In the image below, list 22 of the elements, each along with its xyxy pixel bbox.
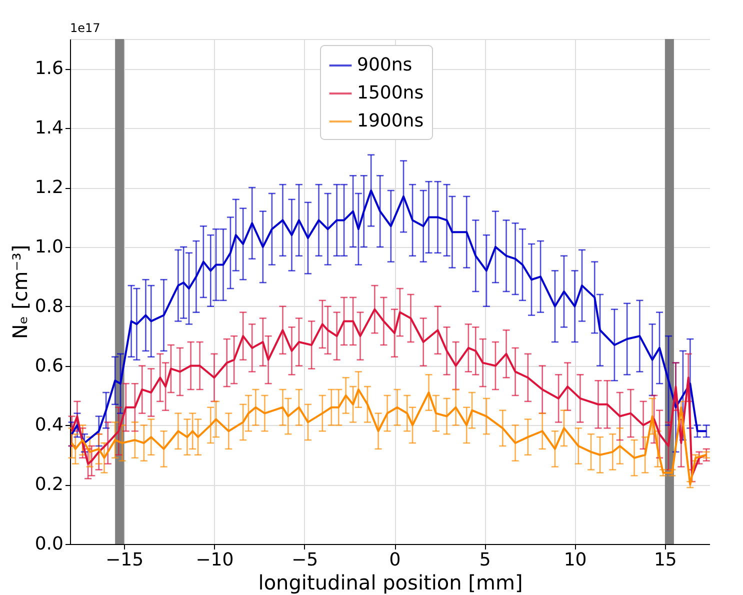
y-axis-title: Nₑ [cm⁻³] [8,244,32,340]
y-tick-label: 1.0 [34,236,64,258]
legend-label: 1500ns [357,82,424,104]
x-tick-label: 0 [389,550,401,570]
y-tick-label: 0.6 [34,355,64,376]
x-tick-label: −10 [196,550,234,570]
x-axis-title: longitudinal position [mm] [258,570,523,594]
y-tick-label: 0.8 [34,296,64,317]
y-tick-label: 1.6 [34,58,64,80]
x-tick-label: −15 [106,550,144,570]
text: 1e17 [70,21,100,35]
x-tick-label: 10 [564,550,587,570]
y-tick-label: 1.2 [34,177,64,198]
legend-label: 900ns [357,54,412,76]
y-tick-label: 0.2 [34,474,64,496]
legend-label: 1900ns [357,110,424,132]
x-tick-label: 15 [654,550,677,570]
x-tick-label: 5 [479,550,491,570]
y-tick-label: 0.0 [34,534,64,554]
y-tick-label: 0.4 [34,414,64,436]
y-tick-label: 1.4 [34,118,64,139]
x-tick-label: −5 [292,550,318,570]
